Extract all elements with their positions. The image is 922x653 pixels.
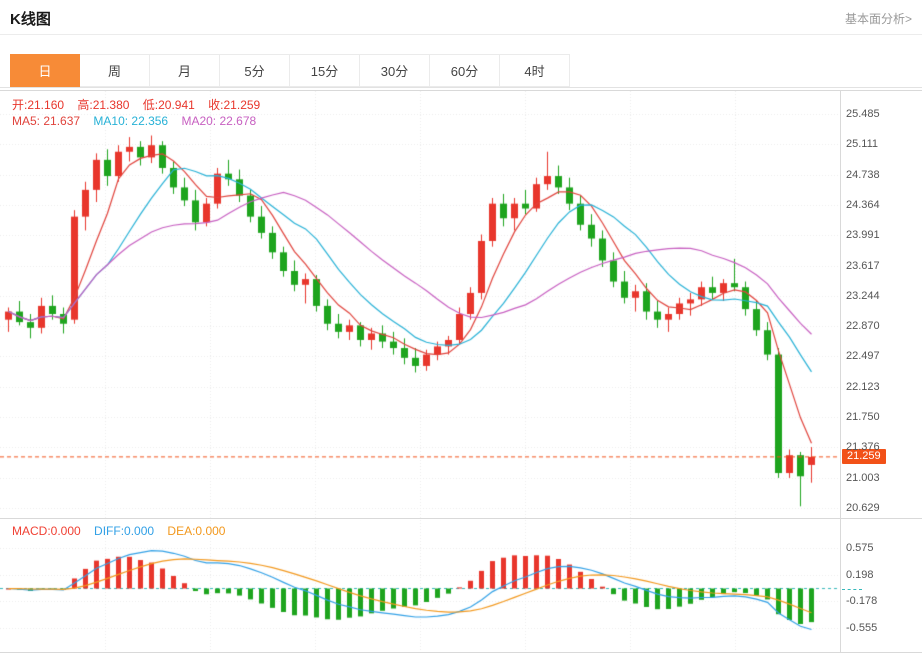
fundamental-analysis-link[interactable]: 基本面分析> [844, 12, 912, 26]
tab-month[interactable]: 月 [150, 54, 220, 87]
y-axis-label: 20.629 [846, 502, 880, 514]
macd-value: MACD:0.000 [12, 524, 81, 538]
ma20-value: MA20: 22.678 [181, 114, 257, 128]
y-axis-label: 21.376 [846, 441, 880, 454]
zero-line-dash [842, 588, 862, 590]
ma5-value: MA5: 21.637 [12, 114, 81, 128]
tab-4hour[interactable]: 4时 [500, 54, 570, 87]
kline-canvas[interactable] [0, 91, 840, 652]
page-title: K线图 [10, 11, 51, 28]
ma-legend: MA5: 21.637 MA10: 22.356 MA20: 22.678 [12, 114, 266, 128]
y-axis-label: 21.003 [846, 471, 880, 484]
y-axis-label: 23.244 [846, 289, 880, 302]
y-axis-label: 22.870 [846, 320, 880, 333]
tab-5min[interactable]: 5分 [220, 54, 290, 87]
y-axis-label: 25.111 [846, 138, 879, 151]
tab-15min[interactable]: 15分 [290, 54, 360, 87]
macd-axis-label: -0.555 [846, 621, 878, 634]
macd-axis-label: 0.575 [846, 541, 874, 554]
panel-divider [0, 518, 922, 519]
y-axis-label: 22.497 [846, 350, 880, 363]
tab-30min[interactable]: 30分 [360, 54, 430, 87]
low-value: 低:20.941 [142, 98, 195, 112]
close-value: 收:21.259 [208, 98, 261, 112]
open-value: 开:21.160 [12, 98, 65, 112]
axis-divider [840, 91, 841, 652]
macd-legend: MACD:0.000 DIFF:0.000 DEA:0.000 [12, 524, 235, 538]
y-axis-label: 24.364 [846, 198, 880, 211]
y-axis-label: 25.485 [846, 108, 880, 120]
y-axis-label: 24.738 [846, 168, 880, 181]
diff-value: DIFF:0.000 [94, 524, 155, 538]
current-price-tag: 21.259 [842, 448, 886, 464]
app-header: K线图 基本面分析> [0, 0, 922, 35]
period-tabbar: 日周月 5分 15分 30分 60分 4时 [0, 54, 922, 88]
y-axis-label: 23.617 [846, 259, 880, 272]
tab-60min[interactable]: 60分 [430, 54, 500, 87]
high-value: 高:21.380 [77, 98, 130, 112]
ma10-value: MA10: 22.356 [93, 114, 169, 128]
dea-value: DEA:0.000 [167, 524, 226, 538]
tab-day[interactable]: 日 [10, 54, 80, 87]
y-axis-label: 23.991 [846, 229, 880, 242]
chart-region: 开:21.160 高:21.380 低:20.941 收:21.259 MA5:… [0, 90, 922, 653]
y-axis-label: 21.750 [846, 411, 880, 424]
macd-axis-label: 0.198 [846, 568, 874, 581]
tab-week[interactable]: 周 [80, 54, 150, 87]
y-axis-label: 22.123 [846, 380, 880, 393]
macd-axis-label: -0.178 [846, 595, 878, 608]
ohlc-legend: 开:21.160 高:21.380 低:20.941 收:21.259 [12, 96, 270, 113]
